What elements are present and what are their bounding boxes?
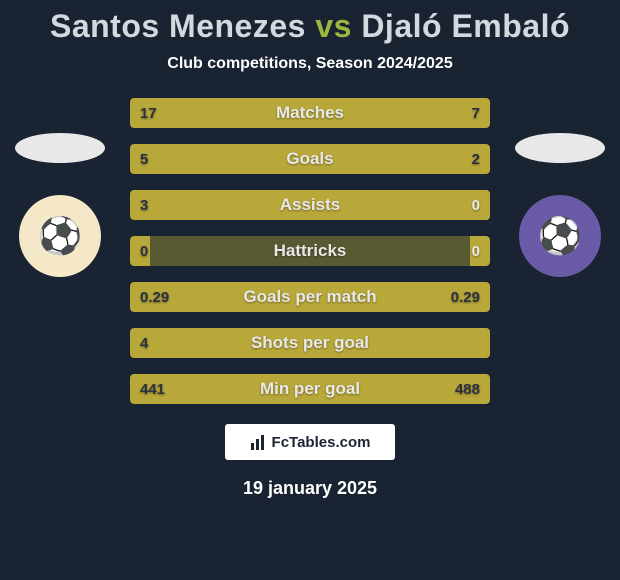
chart-area: ⚽ ⚽ 177Matches 52Goals 30Assists 00Hattrick… [0, 98, 620, 404]
club-left: ⚽ [15, 133, 105, 313]
stat-row: 0.290.29Goals per match [130, 282, 490, 312]
stat-label: Hattricks [130, 236, 490, 266]
stat-label: Goals per match [130, 282, 490, 312]
comparison-title: Santos Menezes vs Djaló Embaló [0, 0, 620, 45]
club-left-circle: ⚽ [19, 195, 101, 277]
player1-name: Santos Menezes [50, 8, 306, 44]
brand-logo: FcTables.com [225, 424, 395, 460]
club-right-emblem-icon: ⚽ [538, 215, 583, 257]
footer-date: 19 january 2025 [0, 478, 620, 499]
stat-row: 52Goals [130, 144, 490, 174]
club-right-oval [515, 133, 605, 163]
stat-row: 00Hattricks [130, 236, 490, 266]
stat-label: Shots per goal [130, 328, 490, 358]
stat-row: 4Shots per goal [130, 328, 490, 358]
club-left-oval [15, 133, 105, 163]
club-left-emblem-icon: ⚽ [38, 215, 83, 257]
brand-text: FcTables.com [272, 434, 371, 451]
stat-row: 177Matches [130, 98, 490, 128]
player2-name: Djaló Embaló [361, 8, 570, 44]
stat-label: Min per goal [130, 374, 490, 404]
stat-rows: 177Matches 52Goals 30Assists 00Hattricks 0.2… [130, 98, 490, 404]
subtitle: Club competitions, Season 2024/2025 [0, 55, 620, 73]
stat-label: Assists [130, 190, 490, 220]
club-right-circle: ⚽ [519, 195, 601, 277]
stat-label: Goals [130, 144, 490, 174]
club-right: ⚽ [515, 133, 605, 313]
stat-row: 441488Min per goal [130, 374, 490, 404]
bars-icon [250, 433, 268, 451]
stat-label: Matches [130, 98, 490, 128]
stat-row: 30Assists [130, 190, 490, 220]
vs-text: vs [315, 8, 352, 44]
